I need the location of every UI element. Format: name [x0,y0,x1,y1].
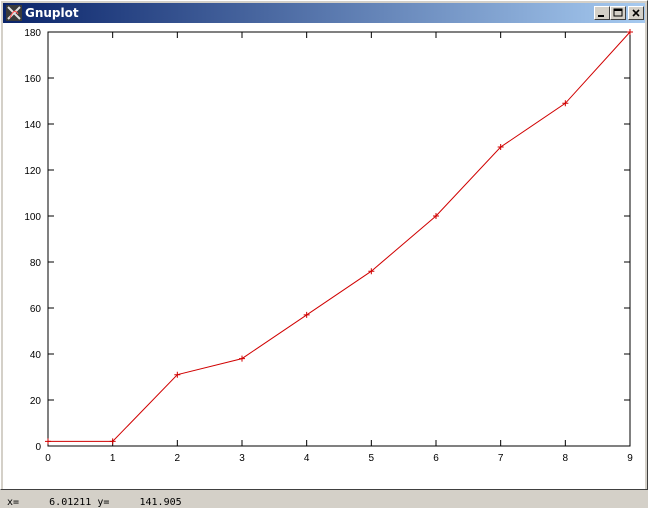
minimize-button[interactable] [594,6,610,20]
x-tick-label: 9 [627,453,633,464]
window-title: Gnuplot [25,6,79,20]
maximize-icon [613,8,623,17]
x-tick-label: 2 [175,453,181,464]
y-tick-label: 60 [30,304,42,315]
minimize-icon [598,15,604,17]
x-tick-label: 3 [239,453,245,464]
gnuplot-icon [6,5,22,21]
data-point [627,29,633,35]
x-coord-label: x= [7,497,20,508]
data-point [433,213,439,219]
y-tick-label: 0 [35,442,41,453]
y-tick-label: 100 [24,212,41,223]
data-point [109,438,116,445]
y-tick-label: 160 [24,74,41,85]
data-point [303,311,310,318]
y-coord-label: y= [97,497,110,508]
series-line [48,31,631,442]
y-tick-label: 140 [24,120,41,131]
x-tick-label: 7 [498,453,504,464]
data-point [239,355,245,362]
x-tick-label: 0 [45,453,51,464]
title-bar[interactable]: Gnuplot [3,3,645,23]
x-coord-value: 6.01211 [49,497,92,508]
y-tick-label: 40 [30,350,42,361]
plot-border [47,31,631,447]
data-point [174,371,181,378]
line-chart[interactable]: 0 1 2 3 4 5 6 7 8 9 0 20 40 60 80 100 120 140 160 180 [3,23,645,489]
plot-area[interactable]: 0 1 2 3 4 5 6 7 8 9 0 20 40 60 80 100 120 140 160 180 x= 6.… [3,23,645,508]
x-tick-label: 6 [433,453,439,464]
maximize-button[interactable] [610,6,626,20]
x-tick-label: 5 [369,453,375,464]
y-coord-value: 141.905 [139,497,182,508]
status-bar: x= 6.01211 y= 141.905 [7,497,182,508]
x-tick-label: 1 [110,453,116,464]
data-point [562,100,569,107]
close-icon [632,9,640,17]
y-tick-label: 80 [30,258,42,269]
data-point [497,144,504,150]
x-tick-label: 4 [304,453,310,464]
y-tick-label: 180 [24,28,41,39]
y-tick-label: 120 [24,166,41,177]
data-point [368,268,375,275]
x-tick-label: 8 [563,453,569,464]
close-button[interactable] [628,6,644,20]
y-tick-label: 20 [30,396,42,407]
data-point [45,438,51,445]
